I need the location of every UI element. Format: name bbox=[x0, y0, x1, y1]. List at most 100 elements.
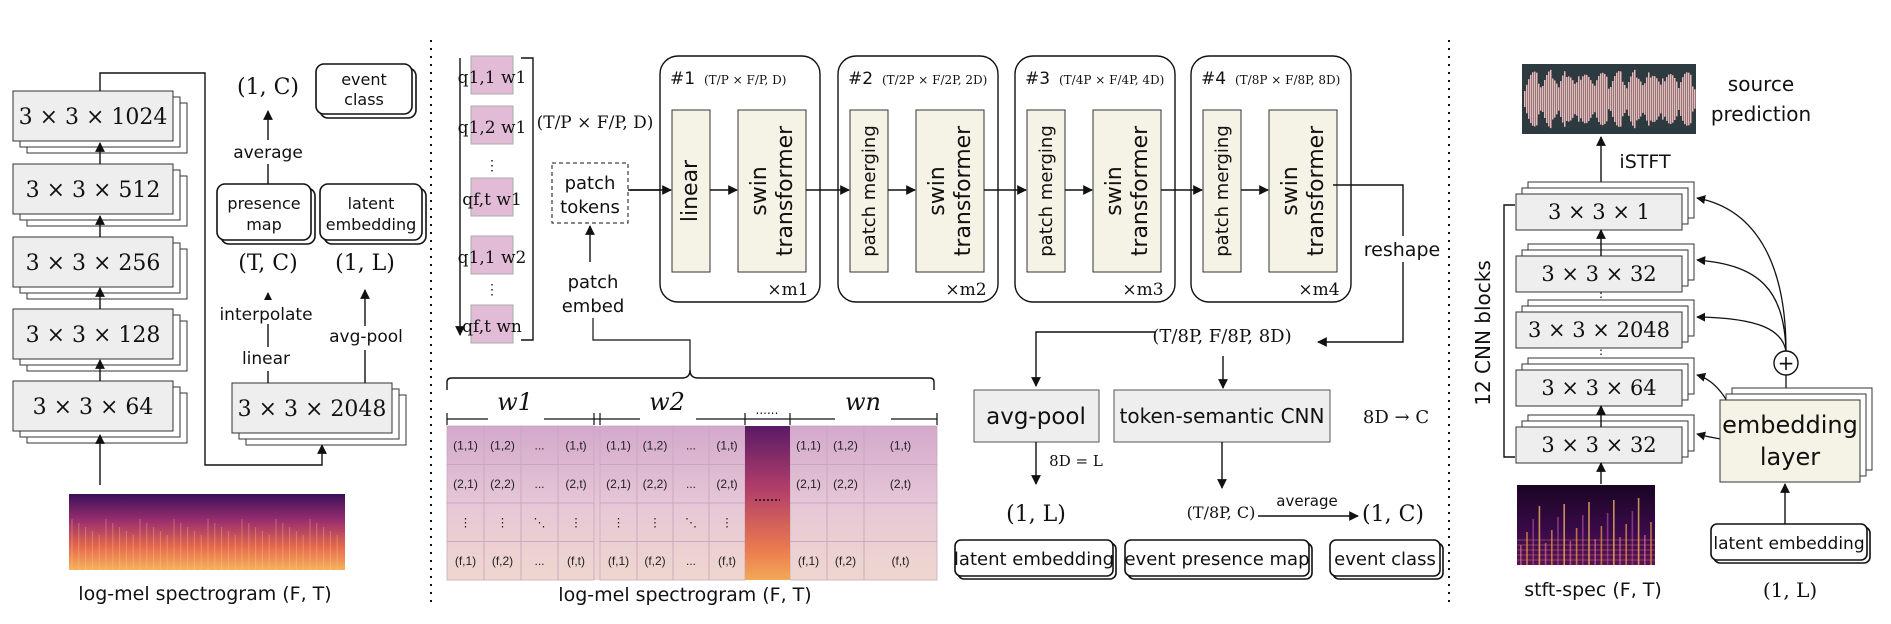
waveform-bar bbox=[1678, 88, 1680, 110]
waveform-bar bbox=[1682, 77, 1684, 121]
svg-text:(1, L): (1, L) bbox=[1006, 502, 1066, 527]
svg-text:latent embedding: latent embedding bbox=[1713, 534, 1864, 554]
out-event-presence-map: event presence map bbox=[1124, 539, 1313, 580]
stage-block-b-label1: swin bbox=[925, 166, 950, 216]
waveform-bar bbox=[1642, 85, 1644, 113]
svg-text:......: ...... bbox=[756, 403, 779, 417]
patch-tokens-box bbox=[551, 162, 629, 224]
svg-text:event class: event class bbox=[1334, 549, 1436, 570]
waveform-bar bbox=[1674, 77, 1676, 121]
stage-block-b-label2: transformer bbox=[951, 125, 976, 256]
grid-cell-label: ⋮ bbox=[460, 515, 472, 529]
grid-cell-label: ... bbox=[686, 554, 696, 568]
waveform-bar bbox=[1592, 83, 1594, 115]
stage-block-b-label2: transformer bbox=[773, 125, 798, 256]
grid-cell-label: ... bbox=[534, 438, 544, 452]
presence-map-box: presence map bbox=[216, 183, 316, 245]
svg-text:(1, C): (1, C) bbox=[237, 75, 299, 100]
stage-dim: (T/2P × F/2P, 2D) bbox=[882, 73, 987, 87]
svg-text:iSTFT: iSTFT bbox=[1619, 151, 1671, 173]
grid-cell-label: (f,1) bbox=[455, 554, 476, 568]
stage-block-a-label: patch merging bbox=[1036, 125, 1057, 257]
waveform-bar bbox=[1638, 78, 1640, 120]
grid-cell-label: (f,2) bbox=[492, 554, 513, 568]
grid-cell-label: (f,t) bbox=[892, 554, 910, 568]
grid-cell-label: (1,t) bbox=[716, 438, 737, 452]
waveform-bar bbox=[1612, 81, 1614, 117]
grid-cell-label: ⋮ bbox=[649, 515, 661, 529]
stft-texture bbox=[1538, 506, 1541, 565]
stft-texture bbox=[1631, 511, 1634, 565]
waveform-bar bbox=[1540, 87, 1542, 111]
grid-cell-label: ⋮ bbox=[570, 515, 582, 529]
stage-block-a-label: linear bbox=[678, 159, 703, 222]
latent-embedding-box: latent embedding bbox=[319, 183, 427, 245]
grid-cell-label: ⋮ bbox=[613, 515, 625, 529]
svg-text:map: map bbox=[246, 215, 282, 234]
waveform-bar bbox=[1610, 86, 1612, 112]
svg-text:q1,1 w1: q1,1 w1 bbox=[458, 68, 527, 88]
stage-id: #2 bbox=[848, 69, 873, 89]
svg-text:(1, C): (1, C) bbox=[1362, 502, 1424, 527]
stft-texture bbox=[1563, 504, 1565, 565]
waveform-bar bbox=[1582, 76, 1584, 122]
stage-repeat: ×m4 bbox=[1298, 280, 1339, 300]
stage-3: #3 (T/4P × F/4P, 4D) patch merging swin tran… bbox=[1014, 55, 1176, 303]
svg-text:source: source bbox=[1728, 72, 1794, 96]
svg-text:reshape: reshape bbox=[1364, 239, 1440, 261]
waveform-bar bbox=[1664, 81, 1666, 117]
waveform-bar bbox=[1564, 71, 1566, 127]
waveform-bar bbox=[1694, 89, 1696, 109]
stage-block-b bbox=[1268, 109, 1338, 273]
svg-text:w1: w1 bbox=[497, 388, 533, 416]
svg-text:embedding: embedding bbox=[326, 215, 416, 234]
waveform-bar bbox=[1680, 82, 1682, 116]
svg-text:+: + bbox=[1778, 351, 1795, 375]
stage-block-b-label1: swin bbox=[1278, 166, 1303, 216]
waveform-bar bbox=[1620, 71, 1622, 127]
svg-text:⋮: ⋮ bbox=[485, 282, 499, 298]
grid-cell-label: ... bbox=[686, 477, 696, 491]
svg-text:8D → C: 8D → C bbox=[1363, 407, 1429, 428]
window-braces: w1 w2 ...... wn bbox=[446, 369, 938, 425]
conv-block-1024: 3 × 3 × 1024 bbox=[12, 90, 188, 154]
svg-text:(1, L): (1, L) bbox=[335, 251, 395, 276]
waveform-bar bbox=[1628, 82, 1630, 116]
stage-repeat: ×m2 bbox=[945, 280, 986, 300]
waveform-bar bbox=[1560, 81, 1562, 117]
waveform-bar bbox=[1530, 74, 1532, 124]
svg-text:token-semantic CNN: token-semantic CNN bbox=[1120, 404, 1325, 428]
waveform-bar bbox=[1672, 75, 1674, 123]
waveform-bar bbox=[1606, 76, 1608, 122]
stft-texture bbox=[1594, 539, 1596, 565]
stage-dim: (T/4P × F/4P, 4D) bbox=[1059, 73, 1164, 87]
conv-block-64: 3 × 3 × 64 bbox=[12, 380, 188, 444]
grid-cell-label: (f,t) bbox=[567, 554, 585, 568]
grid-cell-label: ⋮ bbox=[497, 515, 509, 529]
stage-block-b-label1: swin bbox=[1102, 166, 1127, 216]
waveform-bar bbox=[1648, 72, 1650, 126]
waveform-bar bbox=[1686, 72, 1688, 126]
stage-block-a bbox=[849, 109, 889, 273]
source-waveform bbox=[1522, 64, 1696, 134]
waveform-bar bbox=[1604, 73, 1606, 125]
waveform-bar bbox=[1574, 83, 1576, 115]
waveform-bar bbox=[1600, 73, 1602, 125]
svg-text:3 × 3 × 32: 3 × 3 × 32 bbox=[1541, 262, 1656, 286]
grid-cell-label: (2,t) bbox=[565, 477, 586, 491]
waveform-bar bbox=[1528, 79, 1530, 119]
svg-text:(T/8P, F/8P, 8D): (T/8P, F/8P, 8D) bbox=[1152, 326, 1291, 347]
waveform-bar bbox=[1588, 76, 1590, 122]
stft-texture bbox=[1544, 543, 1547, 565]
cnn-block-32-bottom: 3 × 3 × 32 bbox=[1515, 414, 1695, 464]
waveform-bar bbox=[1602, 72, 1604, 126]
grid-cell-label: (2,2) bbox=[643, 477, 668, 491]
svg-text:3 × 3 × 64: 3 × 3 × 64 bbox=[1541, 376, 1656, 400]
grid-cell-label: (f,t) bbox=[718, 554, 736, 568]
waveform-bar bbox=[1594, 85, 1596, 113]
waveform-bar bbox=[1676, 81, 1678, 117]
svg-text:(T, C): (T, C) bbox=[238, 251, 297, 276]
waveform-bar bbox=[1654, 76, 1656, 122]
grid-cell-label: ... bbox=[686, 438, 696, 452]
grid-cell-label: (f,1) bbox=[798, 554, 819, 568]
